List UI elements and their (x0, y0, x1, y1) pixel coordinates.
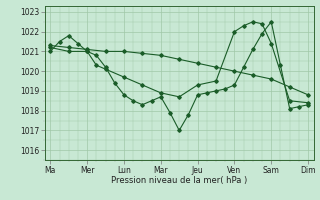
X-axis label: Pression niveau de la mer( hPa ): Pression niveau de la mer( hPa ) (111, 176, 247, 185)
